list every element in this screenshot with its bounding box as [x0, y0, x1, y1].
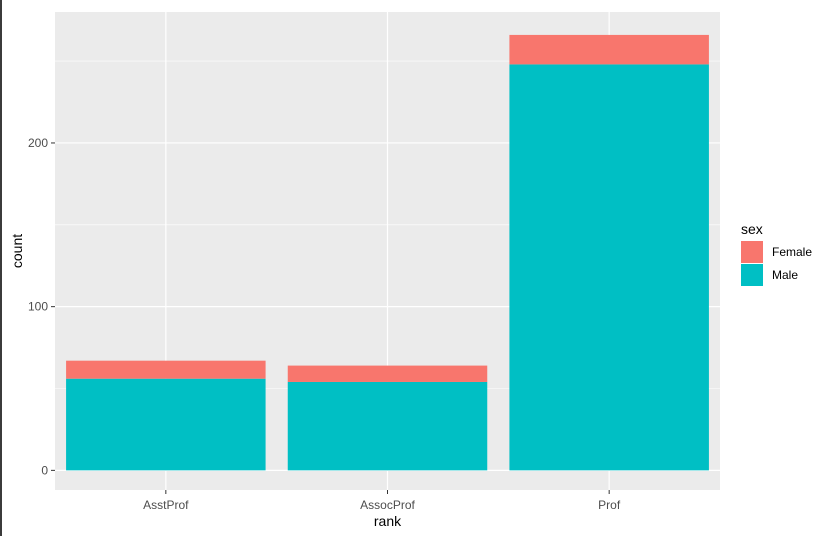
bar-female-asstprof — [66, 360, 266, 379]
y-tick-label: 200 — [28, 136, 48, 150]
legend-swatch-male — [741, 264, 763, 286]
legend-label-male: Male — [772, 268, 798, 282]
bars — [66, 34, 709, 471]
bar-male-assocprof — [287, 381, 488, 471]
legend-swatch-female — [741, 241, 763, 263]
y-axis: 0 100 200 — [28, 136, 55, 477]
x-axis-title: rank — [374, 513, 402, 529]
x-tick-label: Prof — [598, 498, 621, 512]
legend: sex Female Male — [741, 221, 812, 286]
y-tick-label: 0 — [41, 463, 48, 477]
legend-title: sex — [741, 221, 763, 237]
x-tick-label: AssocProf — [360, 498, 415, 512]
x-axis: AsstProf AssocProf Prof — [143, 490, 621, 512]
bar-male-prof — [509, 64, 709, 471]
legend-label-female: Female — [772, 245, 812, 259]
x-tick-label: AsstProf — [143, 498, 189, 512]
window-edge — [0, 0, 2, 536]
bar-female-assocprof — [287, 365, 488, 382]
bar-female-prof — [509, 34, 709, 65]
y-axis-title: count — [9, 234, 25, 268]
y-tick-label: 100 — [28, 300, 48, 314]
bar-male-asstprof — [66, 378, 266, 471]
